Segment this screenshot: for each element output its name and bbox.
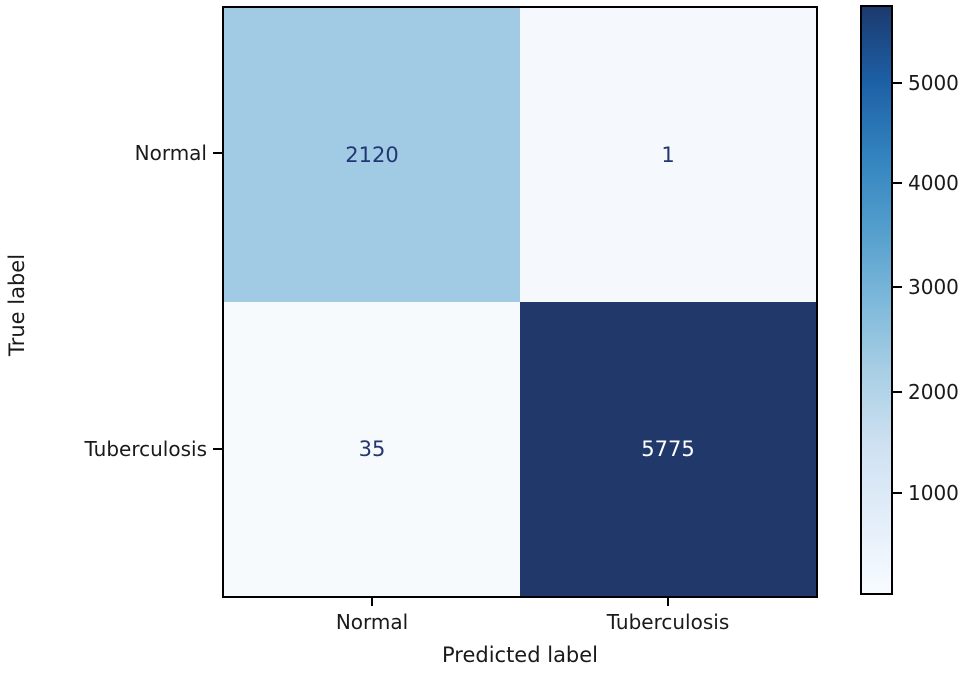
x-tick-mark-tuberculosis bbox=[667, 598, 669, 606]
x-tick-label-normal: Normal bbox=[335, 610, 409, 634]
x-tick-label-tuberculosis: Tuberculosis bbox=[606, 610, 730, 634]
y-axis-title: True label bbox=[5, 253, 29, 357]
colorbar-tick-mark-5000 bbox=[893, 82, 902, 84]
colorbar-tick-label-1000: 1000 bbox=[908, 481, 959, 505]
y-tick-mark-tuberculosis bbox=[213, 448, 222, 450]
colorbar-tick-mark-4000 bbox=[893, 182, 902, 184]
colorbar-gradient bbox=[860, 5, 893, 595]
heatmap-plot-area: 2120 1 35 5775 bbox=[222, 6, 818, 598]
colorbar-tick-label-4000: 4000 bbox=[908, 171, 959, 195]
x-axis-title: Predicted label bbox=[441, 643, 599, 667]
cell-true-normal-pred-tuberculosis: 1 bbox=[520, 8, 816, 302]
cell-true-normal-pred-normal: 2120 bbox=[224, 8, 520, 302]
colorbar-tick-mark-1000 bbox=[893, 492, 902, 494]
y-tick-label-normal: Normal bbox=[134, 141, 207, 165]
cell-true-tuberculosis-pred-normal: 35 bbox=[224, 302, 520, 596]
y-tick-label-tuberculosis: Tuberculosis bbox=[84, 437, 208, 461]
colorbar-tick-label-2000: 2000 bbox=[908, 380, 959, 404]
colorbar-tick-label-5000: 5000 bbox=[908, 71, 959, 95]
colorbar-tick-label-3000: 3000 bbox=[908, 275, 959, 299]
x-tick-mark-normal bbox=[371, 598, 373, 606]
cell-true-tuberculosis-pred-tuberculosis: 5775 bbox=[520, 302, 816, 596]
colorbar-tick-mark-2000 bbox=[893, 391, 902, 393]
colorbar-tick-mark-3000 bbox=[893, 286, 902, 288]
y-tick-mark-normal bbox=[213, 152, 222, 154]
